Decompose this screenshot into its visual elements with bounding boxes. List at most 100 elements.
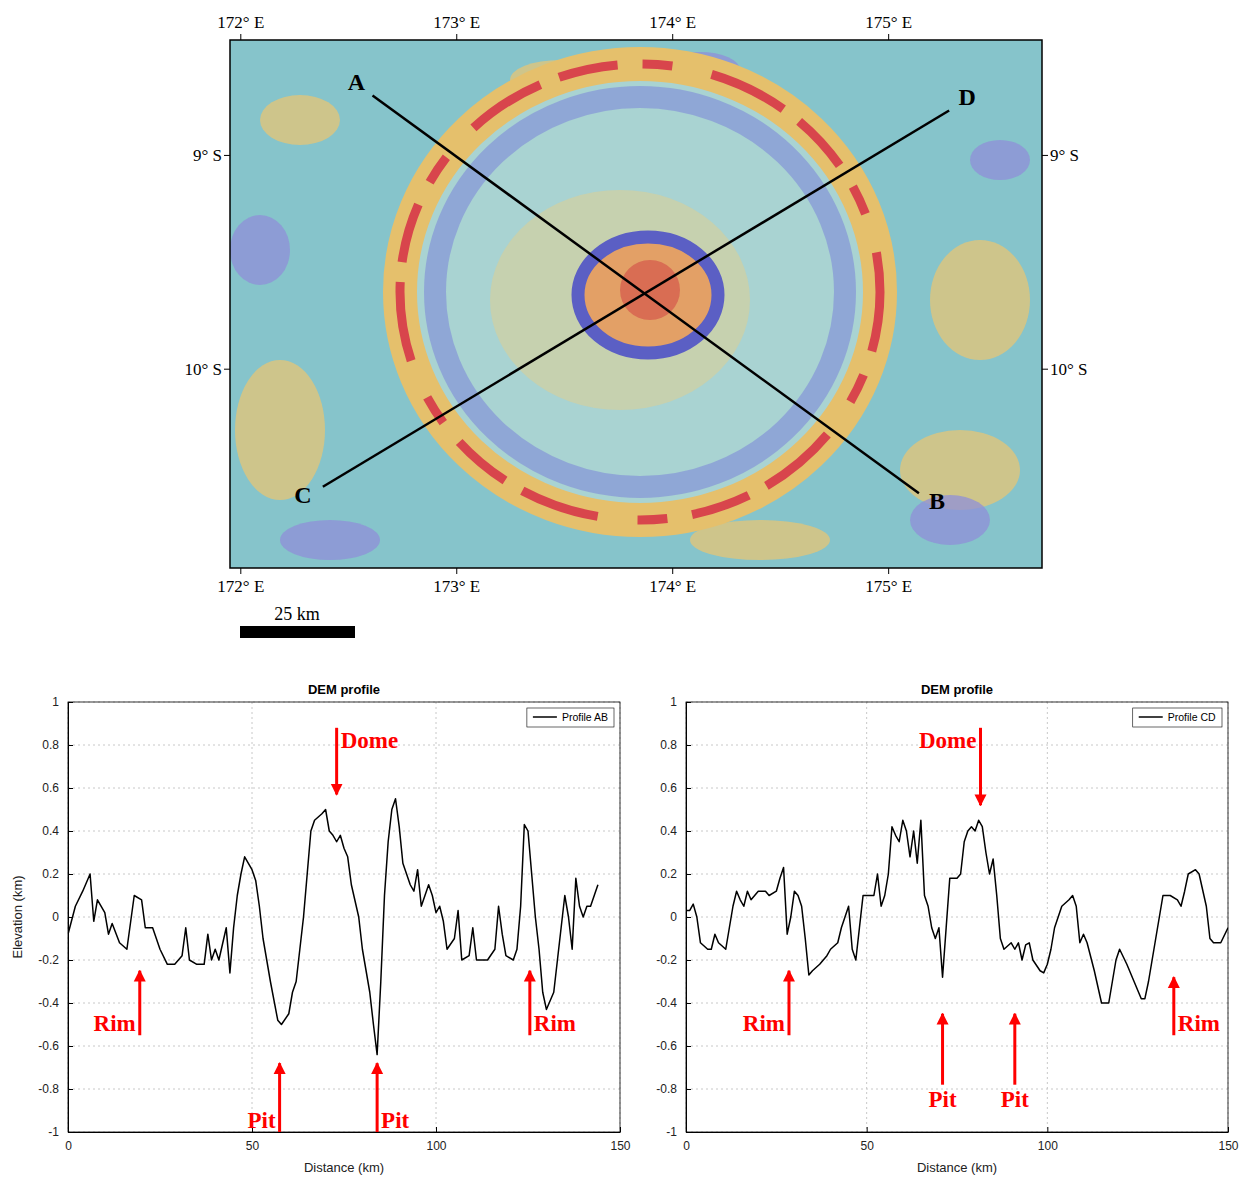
annotation-arrow (335, 728, 338, 795)
lon-tick (888, 34, 889, 40)
legend-box (1133, 708, 1222, 727)
y-axis-tick: 0.2 (660, 867, 691, 881)
tick-mark (686, 874, 691, 875)
y-axis: -1-0.8-0.6-0.4-0.200.20.40.60.81 (38, 695, 73, 1139)
tick-mark (686, 917, 691, 918)
terrain-patch (230, 215, 290, 285)
tick-label: 1 (52, 695, 59, 709)
annotation-label: Pit (928, 1087, 956, 1112)
x-axis-title: Distance (km) (304, 1160, 384, 1175)
tick-label: 150 (610, 1139, 630, 1153)
map-frame (230, 40, 1042, 568)
tick-label: -0.4 (656, 996, 677, 1010)
x-axis: 050100150 (65, 1127, 631, 1153)
tick-mark (620, 1127, 621, 1132)
tick-label: -0.2 (38, 953, 59, 967)
tick-mark (1047, 1127, 1048, 1132)
x-axis-tick: 100 (1038, 1127, 1058, 1153)
tick-mark (686, 788, 691, 789)
lon-tick (240, 568, 241, 574)
y-axis-tick: -0.6 (656, 1039, 691, 1053)
tick-mark (867, 1127, 868, 1132)
grid-line (68, 874, 620, 875)
lat-label: 9° S (193, 146, 222, 165)
chart-panel: 050100150-1-0.8-0.6-0.4-0.200.20.40.60.8… (656, 682, 1239, 1175)
y-axis-tick: 0.6 (42, 781, 73, 795)
grid-line (68, 1089, 620, 1090)
tick-label: -1 (48, 1125, 59, 1139)
tick-label: 0.8 (42, 738, 59, 752)
tick-mark (686, 1003, 691, 1004)
lon-label: 175° E (865, 13, 912, 32)
map: ABCD172° E172° E173° E173° E174° E174° E… (184, 13, 1087, 638)
tick-label: 150 (1218, 1139, 1238, 1153)
y-axis-tick: -0.4 (38, 996, 73, 1010)
grid-line (686, 917, 1228, 918)
profile-line (323, 111, 949, 487)
lon-tick (240, 34, 241, 40)
y-axis-tick: -0.4 (656, 996, 691, 1010)
annotation-arrow (376, 1063, 379, 1132)
lon-label: 172° E (217, 13, 264, 32)
plot-data (686, 820, 1228, 1003)
tick-mark (68, 745, 73, 746)
chart-title: DEM profile (921, 682, 993, 697)
y-axis-tick: 0.6 (660, 781, 691, 795)
profile-line (373, 96, 919, 494)
lat-tick (224, 369, 230, 370)
y-axis-tick: -1 (666, 1125, 691, 1139)
annotations: DomeRimPitPitRim (743, 728, 1220, 1112)
tick-mark (68, 1046, 73, 1047)
tick-label: -0.6 (656, 1039, 677, 1053)
y-axis-tick: 0.8 (660, 738, 691, 752)
terrain-patch (235, 360, 325, 500)
annotation-arrow (979, 728, 982, 805)
lat-tick (224, 155, 230, 156)
tick-label: -0.8 (656, 1082, 677, 1096)
tick-label: -0.2 (656, 953, 677, 967)
y-axis-tick: -0.6 (38, 1039, 73, 1053)
annotation-arrow (138, 971, 141, 1036)
grid-line (68, 1046, 620, 1047)
chart-panel: 050100150-1-0.8-0.6-0.4-0.200.20.40.60.8… (10, 682, 631, 1175)
annotation-arrow (1013, 1014, 1016, 1085)
lon-tick (672, 568, 673, 574)
tick-mark (686, 831, 691, 832)
grid (68, 702, 620, 1132)
annotation-label: Dome (341, 728, 398, 753)
lon-label: 173° E (433, 577, 480, 596)
figure: ABCD172° E172° E173° E173° E174° E174° E… (0, 0, 1254, 1184)
tick-mark (68, 702, 73, 703)
legend: Profile CD (1133, 708, 1222, 727)
scale-bar-label: 25 km (274, 604, 320, 624)
y-axis-title: Elevation (km) (10, 875, 25, 958)
y-axis-tick: -0.8 (38, 1082, 73, 1096)
crater-wall (435, 97, 845, 487)
grid-line (686, 960, 1228, 961)
annotation-label: Rim (534, 1011, 576, 1036)
x-axis-tick: 150 (610, 1127, 630, 1153)
annotation-arrow (1172, 977, 1175, 1035)
grid-line (68, 917, 620, 918)
crater-rim (400, 64, 880, 520)
tick-mark (686, 1089, 691, 1090)
lon-label: 174° E (649, 13, 696, 32)
tick-label: 0 (683, 1139, 690, 1153)
plot-data (68, 799, 598, 1055)
y-axis-tick: 0.4 (42, 824, 73, 838)
annotation-label: Pit (247, 1108, 275, 1133)
profile-series (68, 799, 598, 1055)
tick-label: 0.4 (660, 824, 677, 838)
tick-mark (68, 917, 73, 918)
tick-label: 0 (52, 910, 59, 924)
point-label: A (348, 69, 366, 95)
grid-line (68, 1003, 620, 1004)
tick-label: 100 (1038, 1139, 1058, 1153)
plot-background (68, 702, 620, 1132)
terrain-ground (230, 40, 1042, 568)
lat-label: 10° S (184, 360, 222, 379)
y-axis-tick: 0.4 (660, 824, 691, 838)
annotation-label: Pit (381, 1108, 409, 1133)
plot-frame (686, 702, 1228, 1132)
terrain-patch (280, 520, 380, 560)
